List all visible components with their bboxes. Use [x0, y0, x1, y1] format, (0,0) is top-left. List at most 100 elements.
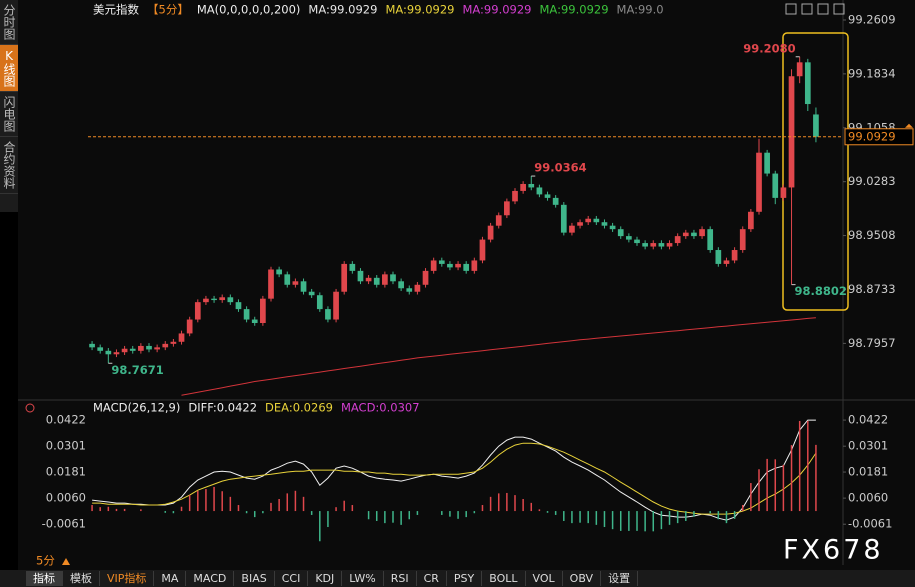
indicator-tab[interactable]: LW% [342, 571, 384, 586]
annotation: 99.0364 [534, 161, 586, 175]
macd-bar [302, 496, 305, 512]
last-price-box [844, 128, 914, 146]
period-arrow[interactable] [62, 558, 70, 565]
indicator-tab[interactable]: CR [417, 571, 447, 586]
y-tick-label-left: 0.0181 [46, 465, 86, 479]
indicator-tab[interactable]: KDJ [308, 571, 343, 586]
candle-body [146, 345, 152, 350]
indicator-tab[interactable]: RSI [384, 571, 417, 586]
macd-bar [481, 505, 484, 512]
macd-bar [790, 445, 793, 512]
macd-bar [164, 511, 167, 513]
indicator-tab[interactable]: BIAS [234, 571, 275, 586]
ma-line [181, 317, 816, 396]
candle-body [772, 173, 779, 198]
macd-bar [140, 509, 142, 512]
candle-body [569, 225, 575, 233]
indicator-tab[interactable]: PSY [447, 571, 483, 586]
settings-icon[interactable] [25, 403, 35, 413]
indicator-tab[interactable]: CCI [275, 571, 309, 586]
sidebar-tab[interactable]: 合约资料 [0, 137, 18, 194]
legend-text: MA:99.0929 [308, 3, 377, 17]
indicator-tab[interactable]: VOL [526, 571, 563, 586]
candle-body [154, 347, 160, 350]
macd-bar [660, 511, 663, 530]
candle-body [300, 281, 307, 292]
candle-body [626, 236, 632, 240]
candle-body [414, 284, 421, 292]
candle-body [251, 319, 258, 324]
indicator-tab[interactable]: 指标 [26, 571, 63, 586]
macd-bar [758, 469, 760, 512]
macd-bar [546, 511, 549, 513]
candle-body [357, 270, 364, 282]
indicator-tab[interactable]: OBV [563, 571, 602, 586]
macd-bar [310, 511, 313, 515]
candle-body [430, 260, 437, 271]
macd-bar [262, 511, 264, 514]
y-tick-label: 98.7957 [848, 336, 896, 350]
macd-bar [506, 492, 508, 512]
macd-bar [400, 511, 402, 525]
macd-bar [197, 490, 199, 512]
candle-body [365, 277, 372, 282]
candle-body [536, 187, 543, 195]
indicator-tab[interactable]: MACD [186, 571, 235, 586]
candle-body [739, 229, 746, 251]
background [18, 0, 915, 570]
macd-bar [115, 508, 118, 512]
candle-body [495, 215, 502, 226]
macd-bar [628, 511, 630, 531]
sidebar-tab[interactable]: K线图 [0, 45, 18, 92]
indicator-tab[interactable]: VIP指标 [100, 571, 155, 586]
candle-body [528, 183, 535, 188]
candle-body [194, 302, 201, 320]
macd-bar [286, 493, 289, 512]
candle-body [471, 260, 478, 271]
macd-bar [619, 511, 622, 531]
period-switch[interactable]: 5分 [36, 554, 55, 568]
macd-bar [343, 500, 345, 512]
indicator-tab[interactable]: 设置 [601, 571, 639, 586]
macd-bar [595, 511, 598, 525]
candle-body [617, 229, 624, 237]
candle-body [211, 298, 217, 301]
highlight-box [782, 32, 849, 311]
y-tick-label: 99.1834 [848, 66, 896, 80]
macd-bar [497, 493, 500, 512]
candle-body [520, 183, 526, 191]
legend-text: DIFF:0.0422 [188, 401, 257, 415]
macd-bar [270, 502, 272, 512]
macd-bar [668, 511, 671, 525]
candle-body [560, 204, 567, 233]
candle-body [349, 263, 356, 271]
y-tick-label-left: -0.0061 [42, 517, 86, 531]
candle-body [796, 62, 803, 77]
macd-bar [180, 506, 183, 512]
macd-bar [319, 511, 321, 542]
y-tick-label-left: 0.0301 [46, 439, 86, 453]
candle-body [89, 343, 95, 348]
macd-bar [375, 511, 378, 521]
macd-bar [392, 511, 394, 523]
macd-bar [807, 420, 809, 512]
indicator-tab[interactable]: 模板 [63, 571, 100, 586]
macd-bar [611, 511, 614, 530]
indicator-tab[interactable]: BOLL [482, 571, 526, 586]
candle-body [764, 152, 770, 174]
sidebar-tab[interactable]: 分时图 [0, 0, 18, 45]
candle-body [731, 250, 738, 261]
sidebar-tab[interactable]: 闪电图 [0, 92, 18, 137]
macd-bar [782, 464, 785, 512]
candle-body [138, 345, 144, 351]
macd-bar [441, 511, 443, 515]
candle-body [780, 187, 787, 198]
last-price-label: 99.0929 [848, 129, 896, 143]
candle-body [674, 236, 681, 244]
indicator-tab[interactable]: MA [154, 571, 187, 586]
candle-body [203, 298, 209, 303]
candle-body [316, 295, 323, 310]
y-tick-label: 98.9508 [848, 228, 896, 242]
macd-bar [676, 511, 679, 524]
